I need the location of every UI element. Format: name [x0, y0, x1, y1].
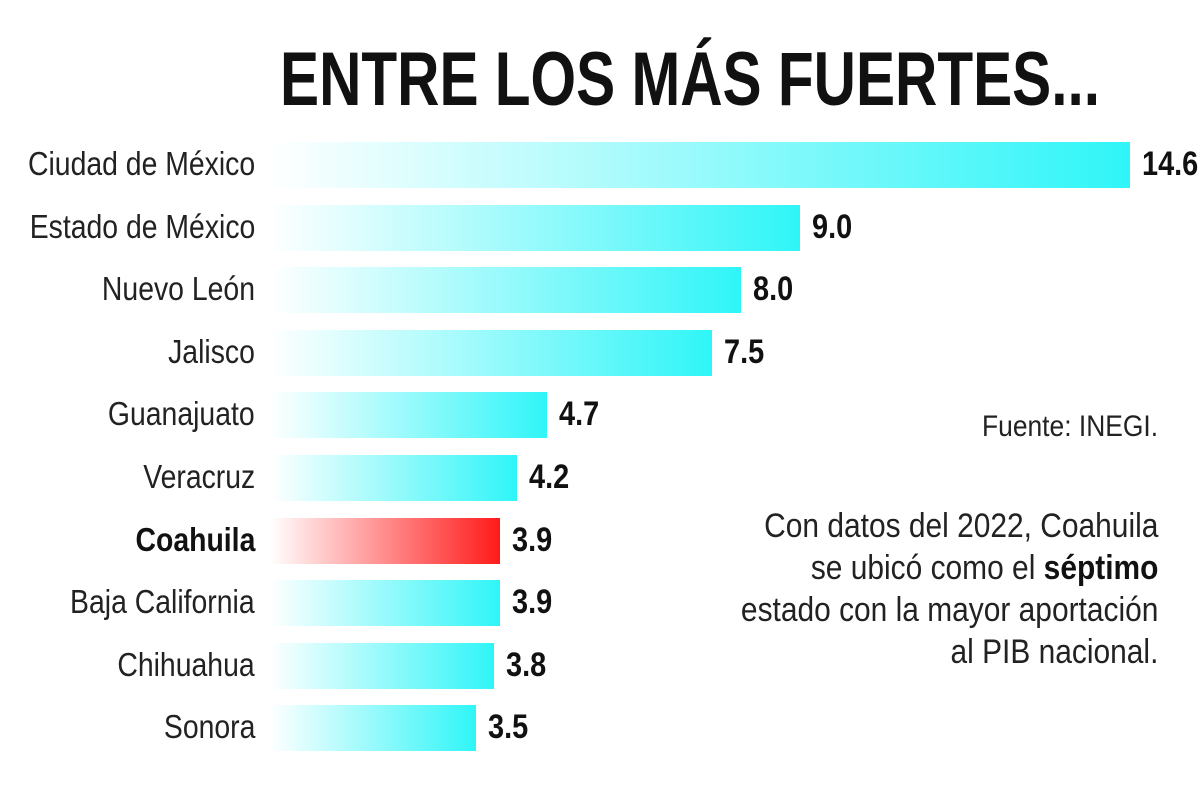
bar	[270, 705, 477, 752]
data-label: 9.0	[812, 207, 853, 246]
annotation-line: Con datos del 2022, Coahuila	[763, 507, 1158, 545]
category-label: Nuevo León	[101, 270, 255, 308]
category-label: Ciudad de México	[27, 145, 255, 182]
bar	[270, 455, 518, 501]
data-label: 3.9	[511, 583, 552, 622]
data-label: 3.8	[505, 645, 546, 684]
chart-title: ENTRE LOS MÁS FUERTES...	[280, 37, 1101, 122]
category-label: Chihuahua	[117, 645, 255, 683]
annotation-line: estado con la mayor aportación	[740, 591, 1158, 629]
data-label: 4.7	[558, 395, 600, 434]
annotation-line: al PIB nacional.	[950, 633, 1158, 671]
category-label: Estado de México	[29, 207, 255, 245]
annotation-line: se ubicó como el séptimo	[741, 547, 1158, 589]
bar-highlight	[270, 517, 500, 564]
data-label: 3.5	[488, 708, 529, 747]
data-label: 8.0	[753, 270, 794, 309]
category-label: Veracruz	[142, 458, 255, 495]
annotation: Con datos del 2022, Coahuila se ubicó co…	[741, 505, 1158, 673]
data-label: 4.2	[529, 458, 570, 496]
bar	[270, 204, 801, 251]
data-label: 3.9	[511, 520, 552, 559]
source-note: Fuente: INEGI.	[981, 410, 1158, 443]
category-label: Baja California	[70, 583, 255, 621]
annotation-text: se ubicó como el	[810, 549, 1044, 587]
bar	[270, 142, 1130, 188]
data-label: 7.5	[723, 332, 764, 371]
category-label: Sonora	[163, 708, 255, 746]
category-label: Jalisco	[168, 332, 255, 370]
bar	[270, 329, 712, 376]
bar	[270, 267, 742, 314]
annotation-bold: séptimo	[1043, 549, 1158, 587]
data-label: 14.6	[1141, 145, 1199, 183]
bar	[270, 580, 500, 627]
category-label: Guanajuato	[108, 395, 255, 433]
bar	[270, 392, 547, 439]
bar	[270, 642, 494, 689]
category-label: Coahuila	[135, 520, 255, 558]
